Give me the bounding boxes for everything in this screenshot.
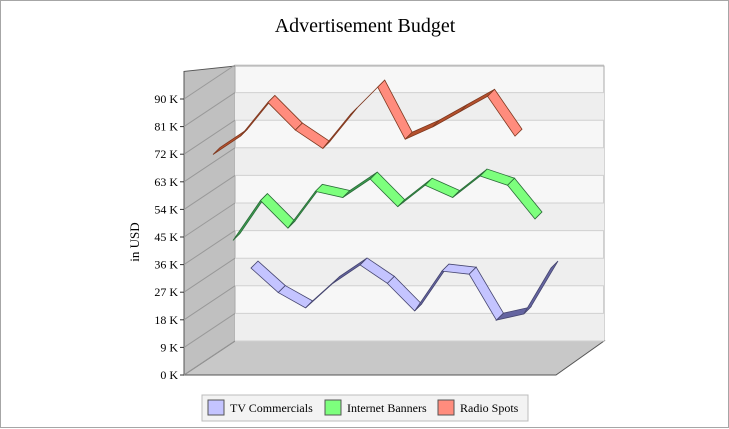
legend-item: Internet Banners — [325, 400, 427, 415]
legend: TV Commercials Internet Banners Radio Spot… — [202, 395, 528, 421]
legend-swatch — [208, 400, 224, 415]
legend-label: Internet Banners — [347, 401, 427, 415]
floor-plane — [184, 341, 604, 375]
y-axis: 0 K 9 K 18 K 27 K 36 K 45 K 54 K 63 K 72 K 81 K 90… — [154, 92, 184, 382]
y-tick-label: 90 K — [154, 92, 178, 106]
back-wall-band — [235, 148, 604, 176]
legend-item: Radio Spots — [438, 400, 519, 415]
legend-label: Radio Spots — [460, 401, 519, 415]
y-tick-label: 45 K — [154, 230, 178, 244]
legend-swatch — [438, 400, 454, 415]
y-tick-label: 18 K — [154, 313, 178, 327]
y-tick-label: 36 K — [154, 258, 178, 272]
y-tick-label: 54 K — [154, 202, 178, 216]
y-tick-label: 81 K — [154, 120, 178, 134]
legend-item: TV Commercials — [208, 400, 313, 415]
y-tick-label: 63 K — [154, 175, 178, 189]
legend-swatch — [325, 400, 341, 415]
y-tick-label: 27 K — [154, 285, 178, 299]
y-tick-label: 0 K — [160, 368, 178, 382]
legend-label: TV Commercials — [230, 401, 313, 415]
chart-floor — [184, 341, 604, 375]
back-wall-band — [235, 313, 604, 341]
y-tick-label: 9 K — [160, 340, 178, 354]
chart-title: Advertisement Budget — [275, 15, 456, 37]
y-tick-label: 72 K — [154, 147, 178, 161]
y-axis-label: in USD — [127, 222, 142, 261]
